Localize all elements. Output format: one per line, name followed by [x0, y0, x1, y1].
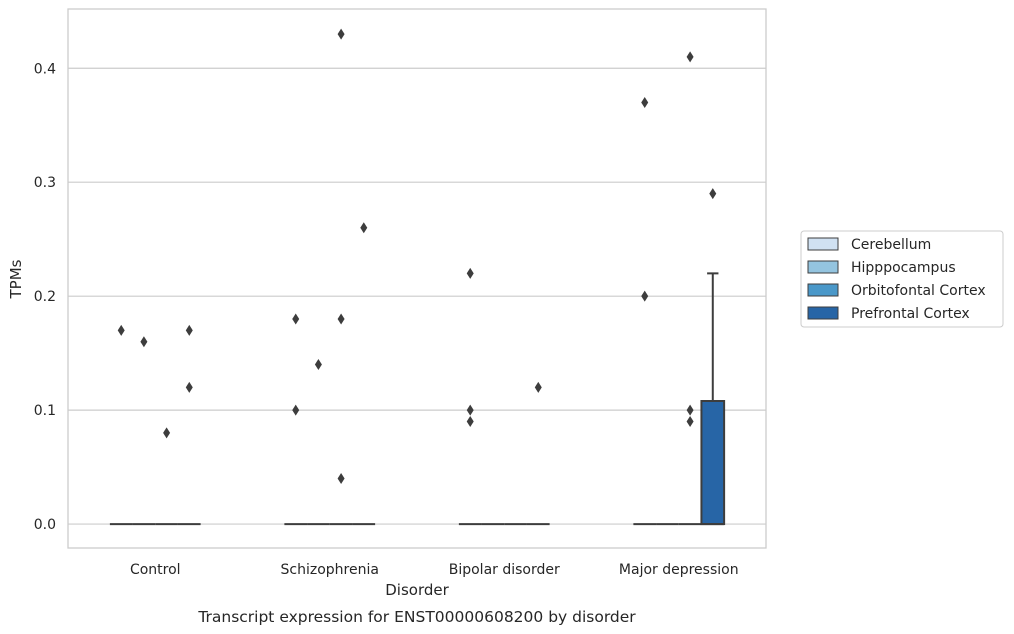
- boxes: [109, 272, 726, 526]
- outlier-point: [466, 267, 474, 279]
- outlier-point: [534, 381, 542, 393]
- outlier-point: [140, 336, 148, 348]
- x-tick-label: Bipolar disorder: [449, 562, 560, 578]
- box-body: [700, 400, 726, 526]
- outliers: [117, 28, 717, 484]
- outlier-point: [314, 359, 322, 371]
- outlier-point: [117, 324, 125, 336]
- x-axis-title: Disorder: [385, 581, 449, 599]
- x-tick-label: Schizophrenia: [281, 562, 379, 578]
- legend-swatch: [807, 260, 839, 274]
- outlier-point: [292, 404, 300, 416]
- x-tick-label: Control: [130, 562, 181, 578]
- plot-area-frame: [67, 8, 767, 549]
- legend-label: Prefrontal Cortex: [851, 306, 970, 322]
- y-tick-label: 0.2: [34, 289, 56, 305]
- legend-swatch: [807, 283, 839, 297]
- legend-frame: [800, 230, 1004, 328]
- outlier-point: [686, 416, 694, 428]
- legend-label: Cerebellum: [851, 237, 931, 253]
- y-tick-labels: 0.0 0.1 0.2 0.3 0.4: [34, 61, 56, 533]
- outlier-point: [163, 427, 171, 439]
- outlier-point: [466, 404, 474, 416]
- grid-lines: [68, 67, 766, 525]
- outlier-point: [466, 416, 474, 428]
- y-tick-label: 0.4: [34, 61, 56, 77]
- outlier-point: [337, 472, 345, 484]
- legend-label: Hipppocampus: [851, 260, 956, 276]
- outlier-point: [337, 313, 345, 325]
- y-tick-label: 0.0: [34, 517, 56, 533]
- outlier-point: [185, 381, 193, 393]
- outlier-point: [686, 51, 694, 63]
- outlier-point: [360, 222, 368, 234]
- outlier-point: [337, 28, 345, 40]
- legend: Cerebellum Hipppocampus Orbitofontal Corte…: [800, 230, 1004, 328]
- y-tick-label: 0.1: [34, 403, 56, 419]
- legend-swatch: [807, 237, 839, 251]
- outlier-point: [185, 324, 193, 336]
- x-tick-labels: Control Schizophrenia Bipolar disorder Majo…: [130, 562, 739, 578]
- legend-label: Orbitofontal Cortex: [851, 283, 986, 299]
- outlier-point: [709, 188, 717, 200]
- outlier-point: [641, 290, 649, 302]
- box-prefrontal-cortex: [700, 272, 726, 526]
- legend-items: Cerebellum Hipppocampus Orbitofontal Corte…: [807, 237, 986, 322]
- y-axis-title: TPMs: [7, 259, 25, 299]
- chart-caption: Transcript expression for ENST0000060820…: [197, 608, 636, 626]
- outlier-point: [686, 404, 694, 416]
- outlier-point: [641, 96, 649, 108]
- y-tick-label: 0.3: [34, 175, 56, 191]
- outlier-point: [292, 313, 300, 325]
- x-tick-label: Major depression: [619, 562, 739, 578]
- legend-swatch: [807, 306, 839, 320]
